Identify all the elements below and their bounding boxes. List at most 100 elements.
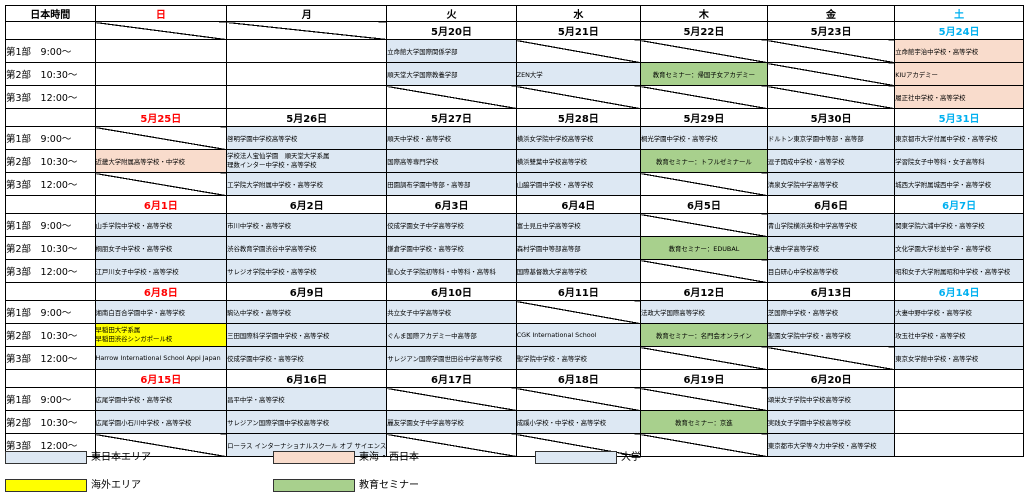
- date-cell: 5月21日: [515, 21, 641, 40]
- slot-label: 第2部 10:30～: [5, 323, 96, 347]
- unavailable-slot: [639, 85, 768, 109]
- date-row: 6月15日 6月16日 6月17日 6月18日 6月19日 6月20日: [5, 369, 1024, 388]
- legend-swatch-intl: [5, 479, 87, 492]
- date-cell: 6月13日: [766, 282, 896, 301]
- day-header-wednesday: 水: [515, 5, 641, 22]
- unavailable-slot: [94, 172, 228, 196]
- legend-university: 大学: [535, 451, 775, 465]
- school-session: 成蹊小学校・中学校・高等学校: [515, 410, 641, 434]
- date-cell: 5月30日: [766, 108, 896, 127]
- unavailable-slot: [515, 85, 641, 109]
- school-session: Harrow International School Appi Japan: [94, 346, 228, 370]
- empty-slot: [226, 62, 388, 86]
- unavailable-slot: [639, 387, 768, 411]
- date-row-label: [5, 282, 96, 301]
- school-session: 広尾学園小石川中学校・高等学校: [94, 410, 228, 434]
- school-session: 三田国際科学学園中学校・高等学校: [226, 323, 388, 347]
- day-header-thursday: 木: [639, 5, 768, 22]
- legend-label-intl: 海外エリア: [91, 480, 141, 491]
- slot-label: 第2部 10:30～: [5, 410, 96, 434]
- session-line: 学校法人宝仙学園 順天堂大学系属: [227, 152, 330, 160]
- day-header-friday: 金: [766, 5, 896, 22]
- school-session: 渋谷教育学園渋谷中学高等学校: [226, 236, 388, 260]
- slot-label: 第3部 12:00～: [5, 346, 96, 370]
- schedule-table: 日本時間 日 月 火 水 木 金 土 5月20日 5月21日 5月22日 5月23日 5…: [5, 5, 1024, 457]
- day-header-monday: 月: [226, 5, 388, 22]
- date-row-label: [5, 195, 96, 214]
- school-session: 東京都市大学付属中学校・高等学校: [894, 126, 1024, 150]
- empty-slot: [94, 39, 228, 63]
- school-session: 東京都市大学等々力中学校・高等学校: [766, 433, 896, 457]
- slot-row: 第1部 9:00～ 広尾学園中学校・高等学校 昌平中学・高等学校 頌栄女子学院中学校高…: [5, 387, 1024, 411]
- slot-label: 第3部 12:00～: [5, 172, 96, 196]
- session-line: 早稲田大学系属: [95, 326, 141, 334]
- seminar-session: 教育セミナー：京進: [639, 410, 768, 434]
- slot-label: 第1部 9:00～: [5, 387, 96, 411]
- school-session: 東京女学館中学校・高等学校: [894, 346, 1024, 370]
- unavailable-slot: [94, 126, 228, 150]
- school-session: 佼成学園女子中学高等学校: [386, 213, 517, 237]
- legend-swatch-east: [5, 451, 87, 464]
- slot-row: 第2部 10:30～ 桐朋女子中学校・高等学校 渋谷教育学園渋谷中学高等学校 鎌倉学園…: [5, 236, 1024, 260]
- session-line: 理数インター中学校・高等学校: [227, 161, 317, 169]
- day-header-sunday: 日: [94, 5, 228, 22]
- school-session: ドルトン東京学園中等部・高等部: [766, 126, 896, 150]
- date-cell: 6月8日: [94, 282, 228, 301]
- date-cell: 5月25日: [94, 108, 228, 127]
- date-row-label: [5, 108, 96, 127]
- school-session: 大妻中学高等学校: [766, 236, 896, 260]
- legend-overseas: 海外エリア: [5, 479, 245, 493]
- school-session: 青山学院横浜英和中学高等学校: [766, 213, 896, 237]
- school-session: 横浜雙葉中学校高等学校: [515, 149, 641, 173]
- school-session: 順天中学校・高等学校: [386, 126, 517, 150]
- school-session: 法政大学国際高等学校: [639, 300, 768, 324]
- seminar-session: 教育セミナー：名門会オンライン: [639, 323, 768, 347]
- empty-slot: [894, 387, 1024, 411]
- school-session: 湘南白百合学園中学・高等学校: [94, 300, 228, 324]
- unavailable-slot: [639, 259, 768, 283]
- school-session: 麗友学園女子中学高等学校: [386, 410, 517, 434]
- date-cell: 6月1日: [94, 195, 228, 214]
- school-session: サレジアン国際学園世田谷中学高等学校: [386, 346, 517, 370]
- slot-label: 第1部 9:00～: [5, 126, 96, 150]
- unavailable-slot: [515, 39, 641, 63]
- slot-row: 第1部 9:00～ 湘南白百合学園中学・高等学校 駒込中学校・高等学校 共立女子中学高…: [5, 300, 1024, 324]
- school-session: 山手学院中学校・高等学校: [94, 213, 228, 237]
- legend-swatch-west: [273, 451, 355, 464]
- school-session: ローラス インターナショナルスクール オブ サイエンス: [226, 433, 388, 457]
- legend-east-japan: 東日本エリア: [5, 451, 245, 465]
- slot-row: 第3部 12:00～ Harrow International School Ap…: [5, 346, 1024, 370]
- school-session: 国際高等専門学校: [386, 149, 517, 173]
- school-session: 芝国際中学校・高等学校: [766, 300, 896, 324]
- slot-label: 第2部 10:30～: [5, 236, 96, 260]
- date-cell: 6月18日: [515, 369, 641, 388]
- school-session: 江戸川女子中学校・高等学校: [94, 259, 228, 283]
- slot-label: 第1部 9:00～: [5, 39, 96, 63]
- date-row: 5月20日 5月21日 5月22日 5月23日 5月24日: [5, 21, 1024, 40]
- unavailable-slot: [766, 62, 896, 86]
- school-session: 聖園女学院中学校・高等学校: [766, 323, 896, 347]
- date-cell: [226, 21, 388, 40]
- school-session: 啓明学園中学校高等学校: [226, 126, 388, 150]
- school-session: 桐朋女子中学校・高等学校: [94, 236, 228, 260]
- school-session: 森村学園中等部高等部: [515, 236, 641, 260]
- school-session: 目白研心中学校高等学校: [766, 259, 896, 283]
- school-session: 市川中学校・高等学校: [226, 213, 388, 237]
- date-cell: 6月7日: [894, 195, 1024, 214]
- school-session: 履正社中学校・高等学校: [894, 85, 1024, 109]
- date-cell: 5月20日: [386, 21, 517, 40]
- school-session: 工学院大学附属中学校・高等学校: [226, 172, 388, 196]
- slot-label: 第2部 10:30～: [5, 62, 96, 86]
- slot-label: 第3部 12:00～: [5, 85, 96, 109]
- date-row: 6月1日 6月2日 6月3日 6月4日 6月5日 6月6日 6月7日: [5, 195, 1024, 214]
- legend-label-univ: 大学: [621, 452, 641, 463]
- school-session: 頌栄女子学院中学校高等学校: [766, 387, 896, 411]
- unavailable-slot: [386, 387, 517, 411]
- slot-label: 第2部 10:30～: [5, 149, 96, 173]
- session-line: 早稲田渋谷シンガポール校: [95, 335, 173, 343]
- date-cell: 6月20日: [766, 369, 896, 388]
- school-session: 立命館大学国際関係学部: [386, 39, 517, 63]
- slot-row: 第1部 9:00～ 啓明学園中学校高等学校 順天中学校・高等学校 横浜女学院中学校高等…: [5, 126, 1024, 150]
- date-cell: 6月16日: [226, 369, 388, 388]
- day-header-tuesday: 火: [386, 5, 517, 22]
